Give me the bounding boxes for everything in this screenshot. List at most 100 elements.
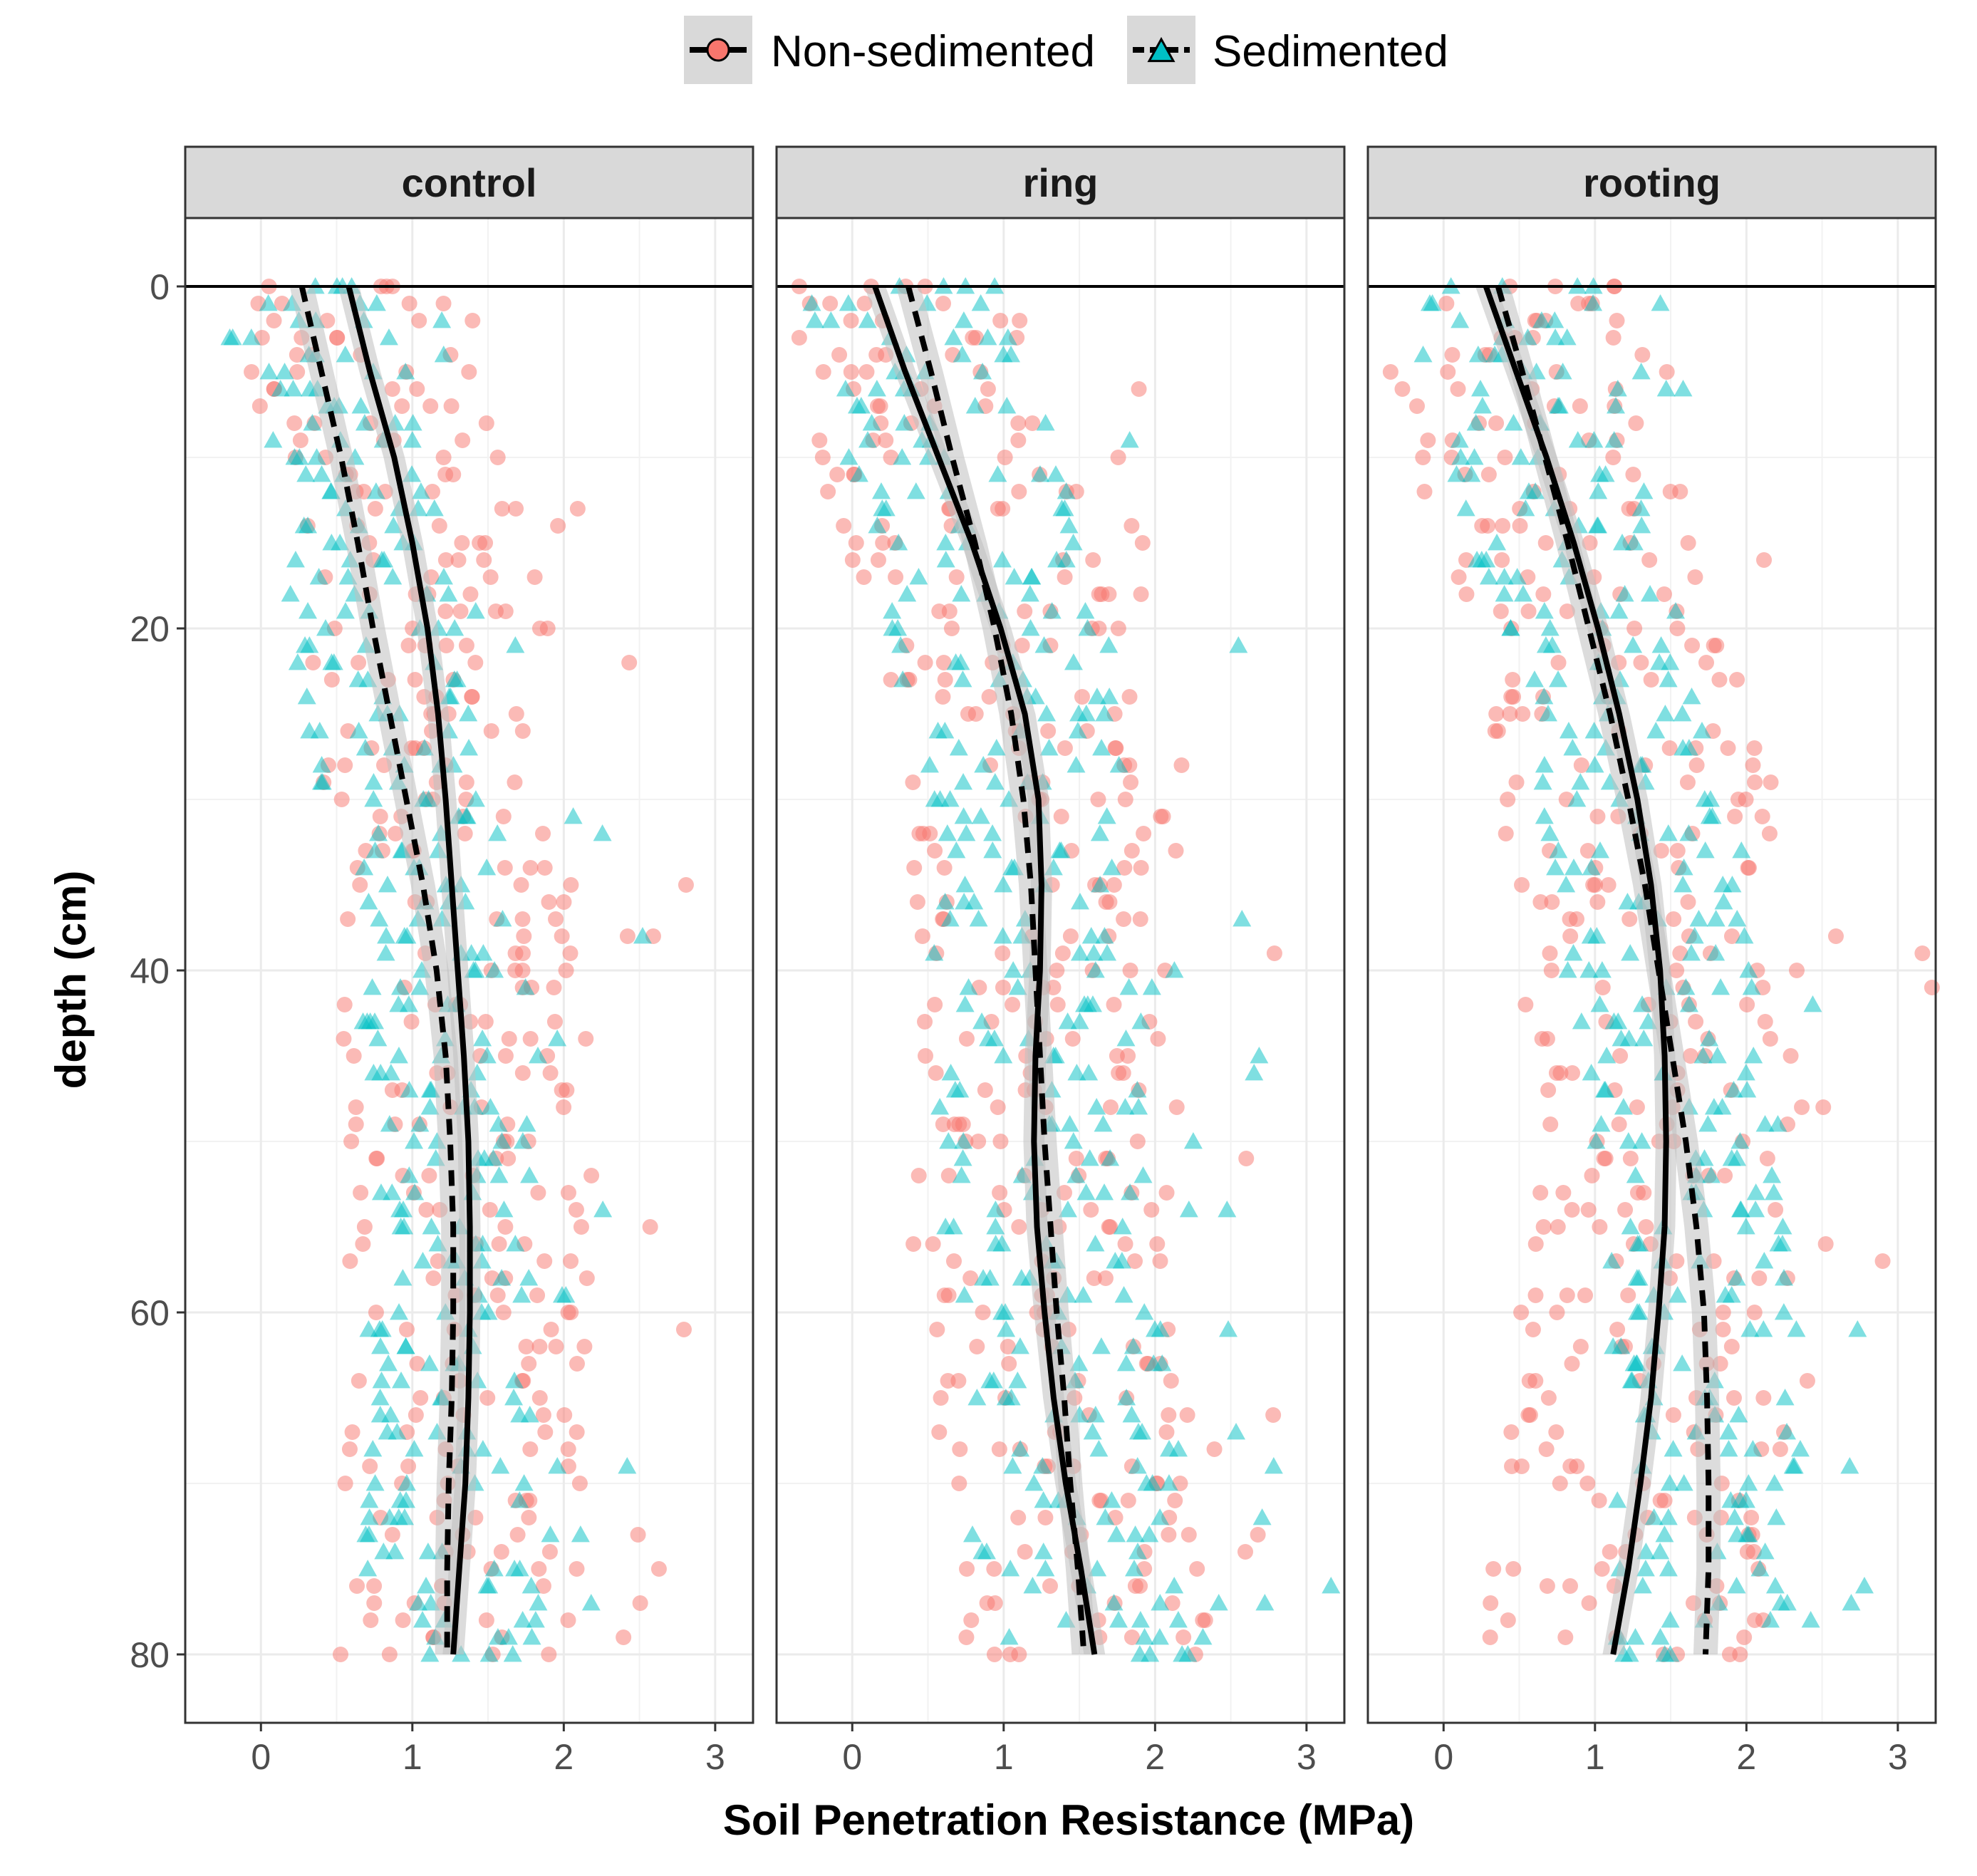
point-sedimented (391, 1218, 410, 1235)
point-sedimented (360, 1491, 379, 1508)
point-non-sedimented (1745, 757, 1761, 773)
point-sedimented (1778, 1423, 1797, 1440)
point-sedimented (925, 944, 944, 961)
point-non-sedimented (497, 860, 513, 876)
point-sedimented (1695, 790, 1714, 807)
point-non-sedimented (1086, 1270, 1102, 1286)
point-non-sedimented (292, 432, 308, 448)
point-sedimented (541, 1525, 560, 1543)
point-sedimented (1058, 1012, 1077, 1030)
point-non-sedimented (431, 518, 447, 534)
point-non-sedimented (1538, 1441, 1555, 1457)
point-sedimented (1760, 1611, 1780, 1628)
point-sedimented (1101, 1149, 1120, 1166)
point-non-sedimented (927, 843, 943, 859)
fit-curve-non-sedimented (872, 285, 1098, 1655)
point-sedimented (459, 705, 478, 722)
point-non-sedimented (368, 1151, 385, 1166)
point-non-sedimented (1167, 1493, 1183, 1508)
point-non-sedimented (411, 313, 427, 328)
point-sedimented (581, 1594, 601, 1611)
point-sedimented (953, 670, 972, 688)
point-non-sedimented (1582, 535, 1598, 551)
point-sedimented (1173, 1645, 1192, 1662)
point-non-sedimented (1522, 1407, 1538, 1423)
point-non-sedimented (1772, 1441, 1788, 1457)
point-sedimented (1250, 1047, 1269, 1064)
point-non-sedimented (1265, 1407, 1282, 1423)
facet-panel-rooting: rooting 0 1 2 3 (1366, 145, 1940, 1777)
point-non-sedimented (497, 1219, 514, 1235)
point-non-sedimented (1502, 706, 1518, 722)
point-sedimented (1604, 1012, 1624, 1030)
point-sedimented (1008, 1372, 1027, 1389)
point-non-sedimented (1924, 980, 1940, 995)
point-sedimented (370, 910, 389, 927)
point-sedimented (1564, 944, 1583, 961)
point-non-sedimented (497, 1048, 514, 1064)
point-sedimented (1719, 1423, 1738, 1440)
point-sedimented (1641, 585, 1660, 602)
panel-border (1366, 217, 1937, 1724)
point-non-sedimented (1129, 1134, 1146, 1149)
fit-curve-sedimented (1495, 285, 1712, 1655)
point-non-sedimented (336, 1031, 352, 1047)
point-sedimented (296, 465, 316, 482)
x-tick-label: 2 (1736, 1737, 1756, 1777)
point-sedimented (220, 328, 239, 346)
point-sedimented (1119, 978, 1138, 995)
point-sedimented (1666, 602, 1686, 619)
point-non-sedimented (979, 1595, 995, 1611)
point-non-sedimented (1672, 484, 1688, 499)
point-sedimented (940, 790, 960, 807)
point-sedimented (419, 790, 438, 807)
point-sedimented (1091, 876, 1110, 893)
point-non-sedimented (341, 1441, 358, 1457)
point-sedimented (405, 1132, 424, 1149)
point-sedimented (372, 1372, 391, 1389)
point-sedimented (1685, 927, 1704, 944)
point-non-sedimented (558, 963, 574, 978)
point-non-sedimented (1815, 1099, 1832, 1115)
point-non-sedimented (1498, 826, 1514, 841)
point-sedimented (445, 670, 464, 688)
point-non-sedimented (815, 364, 831, 380)
point-non-sedimented (1743, 1510, 1760, 1525)
point-non-sedimented (1014, 638, 1030, 653)
point-sedimented (1744, 1047, 1763, 1064)
point-sedimented (1612, 534, 1631, 551)
panel-border (184, 217, 754, 1724)
point-non-sedimented (1761, 826, 1778, 841)
point-non-sedimented (1127, 1253, 1143, 1269)
point-sedimented (322, 534, 341, 551)
point-sedimented (1179, 1201, 1198, 1218)
point-sedimented (363, 978, 382, 995)
point-non-sedimented (400, 1458, 417, 1474)
point-non-sedimented (535, 826, 551, 841)
point-non-sedimented (1653, 843, 1669, 859)
point-non-sedimented (1592, 1219, 1608, 1235)
point-non-sedimented (1656, 586, 1672, 602)
point-non-sedimented (1161, 1407, 1177, 1423)
point-sedimented (1774, 1303, 1793, 1320)
point-non-sedimented (1552, 1065, 1569, 1081)
point-non-sedimented (477, 1014, 494, 1030)
point-non-sedimented (337, 757, 353, 773)
point-sedimented (920, 756, 939, 773)
point-sedimented (1651, 294, 1670, 311)
point-non-sedimented (1098, 894, 1114, 910)
point-non-sedimented (1049, 997, 1066, 1012)
point-non-sedimented (535, 1578, 551, 1594)
point-sedimented (1488, 534, 1507, 551)
legend-marker-triangle (1147, 36, 1176, 63)
point-sedimented (1553, 363, 1572, 380)
point-non-sedimented (1488, 415, 1505, 431)
point-sedimented (979, 1030, 998, 1047)
point-non-sedimented (995, 945, 1011, 961)
point-non-sedimented (1711, 672, 1728, 688)
point-sedimented (1590, 995, 1609, 1012)
point-non-sedimented (935, 689, 951, 705)
point-sedimented (954, 311, 973, 328)
point-sedimented (510, 1491, 529, 1508)
point-sedimented (1557, 876, 1576, 893)
